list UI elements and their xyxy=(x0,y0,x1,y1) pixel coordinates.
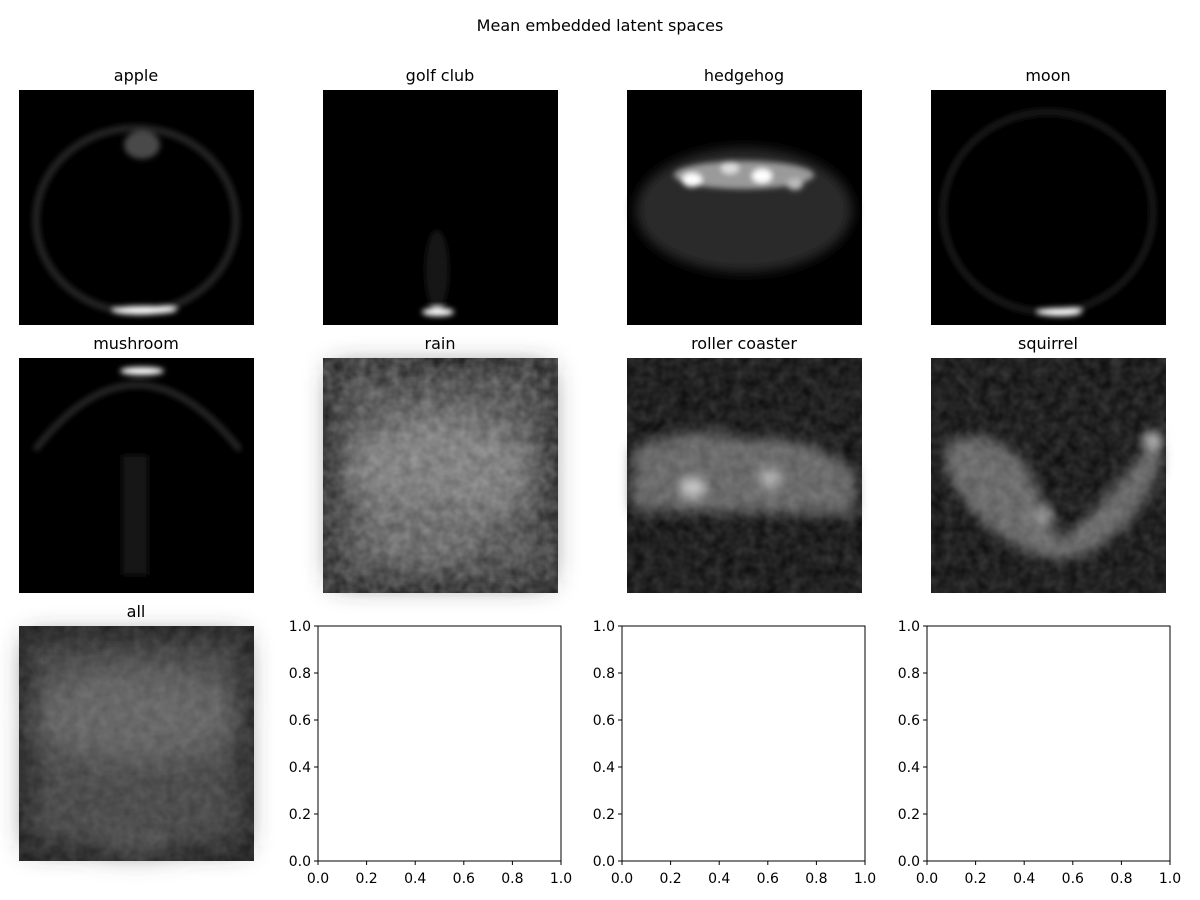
panel-title-squirrel: squirrel xyxy=(1018,334,1078,353)
y-tick-label: 0.6 xyxy=(898,713,920,729)
panel-title-moon: moon xyxy=(1025,66,1070,85)
heatmap-rain-noise xyxy=(323,358,558,593)
y-tick-label: 1.0 xyxy=(289,619,311,635)
axes-frame xyxy=(927,626,1170,861)
empty-axes-3: 0.0 0.2 0.4 0.6 0.8 1.0 0.0 0.2 0.4 0.6 0.8 1.0 xyxy=(898,619,1181,887)
panel-title-all: all xyxy=(127,602,146,621)
panel-title-golf-club: golf club xyxy=(406,66,475,85)
panel-hedgehog: hedgehog xyxy=(627,66,862,325)
panel-rain: rain xyxy=(323,334,558,593)
x-tick-label: 0.4 xyxy=(404,871,426,887)
panel-all: all xyxy=(19,602,254,861)
panel-squirrel: squirrel xyxy=(931,334,1166,593)
x-tick-label: 0.8 xyxy=(805,871,827,887)
panel-title-hedgehog: hedgehog xyxy=(704,66,784,85)
y-tick-label: 0.8 xyxy=(898,666,920,682)
y-tick-label: 1.0 xyxy=(593,619,615,635)
panel-title-apple: apple xyxy=(114,66,158,85)
x-tick-label: 1.0 xyxy=(1159,871,1181,887)
panel-golf-club: golf club xyxy=(323,66,558,325)
panel-mushroom: mushroom xyxy=(19,334,254,593)
y-tick-label: 1.0 xyxy=(898,619,920,635)
x-tick-label: 0.8 xyxy=(501,871,523,887)
heatmap-roller-coaster-noise xyxy=(627,358,862,593)
heatmap-all-noise xyxy=(19,626,254,861)
figure-title: Mean embedded latent spaces xyxy=(477,16,724,35)
y-tick-label: 0.4 xyxy=(898,760,920,776)
y-tick-label: 0.2 xyxy=(898,807,920,823)
x-tick-label: 0.2 xyxy=(355,871,377,887)
y-tick-label: 0.6 xyxy=(289,713,311,729)
x-tick-label: 0.0 xyxy=(307,871,329,887)
empty-axes-layer: 0.0 0.2 0.4 0.6 0.8 1.00.00.20.40.60.81.00.0 0… xyxy=(289,619,1181,887)
y-tick-label: 0.0 xyxy=(898,854,920,870)
heatmap-moon xyxy=(931,90,1166,325)
y-tick-label: 0.4 xyxy=(289,760,311,776)
y-tick-label: 0.4 xyxy=(593,760,615,776)
x-tick-label: 0.8 xyxy=(1110,871,1132,887)
panel-moon: moon xyxy=(931,66,1166,325)
empty-axes-2: 0.0 0.2 0.4 0.6 0.8 1.0 0.0 0.2 0.4 0.6 0.8 1.0 xyxy=(593,619,876,887)
x-tick-label: 0.2 xyxy=(964,871,986,887)
x-tick-label: 0.6 xyxy=(453,871,475,887)
x-tick-label: 0.6 xyxy=(1062,871,1084,887)
x-tick-label: 0.4 xyxy=(1013,871,1035,887)
panel-title-rain: rain xyxy=(425,334,456,353)
x-tick-label: 1.0 xyxy=(854,871,876,887)
panel-title-mushroom: mushroom xyxy=(93,334,179,353)
heatmap-hedgehog-spines xyxy=(674,161,814,190)
axes-frame xyxy=(318,626,561,861)
y-tick-label: 0.8 xyxy=(593,666,615,682)
heatmap-squirrel-noise xyxy=(931,358,1166,593)
x-tick-label: 0.6 xyxy=(757,871,779,887)
panel-roller-coaster: roller coaster xyxy=(627,334,862,593)
y-tick-label: 0.2 xyxy=(593,807,615,823)
y-tick-label: 0.8 xyxy=(289,666,311,682)
panel-title-roller-coaster: roller coaster xyxy=(691,334,797,353)
x-tick-label: 0.4 xyxy=(708,871,730,887)
x-tick-label: 0.0 xyxy=(611,871,633,887)
panel-apple: apple xyxy=(19,66,254,325)
axes-frame xyxy=(622,626,865,861)
y-tick-label: 0.6 xyxy=(593,713,615,729)
y-tick-label: 0.0 xyxy=(289,854,311,870)
x-tick-label: 0.0 xyxy=(916,871,938,887)
x-tick-label: 0.2 xyxy=(659,871,681,887)
empty-axes-1: 0.0 0.2 0.4 0.6 0.8 1.0 0.0 0.2 0.4 0.6 0.8 1.0 xyxy=(289,619,572,887)
x-tick-label: 1.0 xyxy=(550,871,572,887)
y-tick-label: 0.2 xyxy=(289,807,311,823)
y-tick-label: 0.0 xyxy=(593,854,615,870)
